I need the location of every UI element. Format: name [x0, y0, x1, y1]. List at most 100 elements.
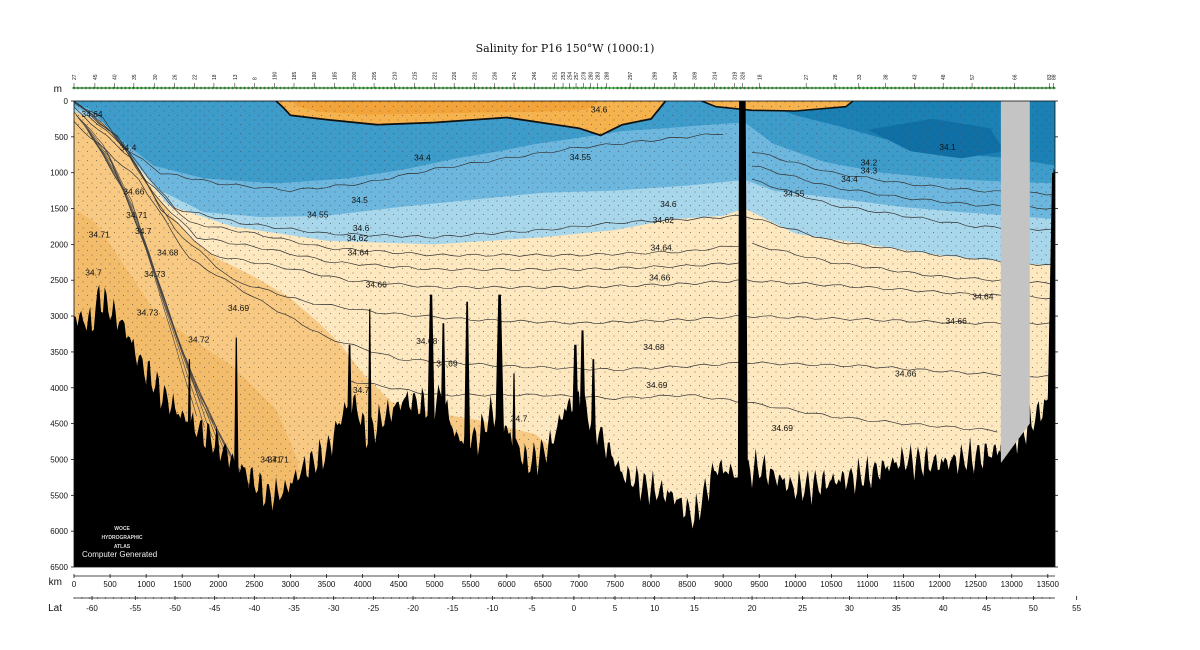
- station-label: 309: [692, 71, 698, 80]
- lat-tick-label: 30: [845, 604, 854, 613]
- station-label: 45: [93, 74, 99, 80]
- lat-tick-label: -5: [528, 604, 536, 613]
- station-label: 236: [493, 71, 499, 80]
- north-wall: [1047, 172, 1055, 567]
- lat-tick-label: -55: [130, 604, 142, 613]
- lat-tick-label: 25: [798, 604, 807, 613]
- contour-surface-lens: [275, 101, 667, 137]
- depth-tick-label: 0: [64, 97, 69, 106]
- lat-tick-label: 35: [892, 604, 901, 613]
- station-label: 283: [596, 71, 602, 80]
- lat-tick-label: 45: [982, 604, 991, 613]
- km-tick-label: 9000: [714, 580, 732, 589]
- station-label: 185: [292, 71, 298, 80]
- station-label: 231: [472, 71, 478, 80]
- station-label: 200: [352, 71, 358, 80]
- station-label: 226: [452, 71, 458, 80]
- contour-label: 34.68: [643, 342, 665, 352]
- station-label: 8: [252, 77, 258, 80]
- contour-label: 34.66: [123, 186, 145, 196]
- station-label: 299: [653, 71, 659, 80]
- km-tick-label: 3000: [281, 580, 299, 589]
- contour-label: 34.4: [120, 143, 137, 153]
- contour-label: 34.69: [646, 380, 668, 390]
- atlas-watermark-line: WOCE: [114, 526, 130, 532]
- contour-label: 34.55: [783, 188, 805, 198]
- km-tick-label: 10000: [784, 580, 807, 589]
- depth-tick-label: 2500: [50, 276, 68, 285]
- seamount-spike: [439, 323, 448, 532]
- station-label: 246: [532, 71, 538, 80]
- station-label: 28: [833, 74, 839, 80]
- contour-label: 34.66: [366, 280, 388, 290]
- contour-label: 34.66: [895, 368, 917, 378]
- seamount-spike: [998, 445, 1004, 532]
- km-tick-label: 12000: [928, 580, 951, 589]
- hawaiian-ridge: [737, 101, 749, 567]
- contour-label: 34.4: [841, 174, 858, 184]
- lat-tick-label: -20: [407, 604, 419, 613]
- contour-label: 34.64: [972, 292, 994, 302]
- contour-label: 34.66: [649, 272, 671, 282]
- km-tick-label: 0: [72, 580, 77, 589]
- contour-label: 34.64: [651, 242, 673, 252]
- station-label: 210: [392, 71, 398, 80]
- seamount-spike: [511, 373, 517, 532]
- lat-tick-label: 40: [939, 604, 948, 613]
- contour-line: [347, 379, 998, 433]
- station-label: 251: [552, 71, 558, 80]
- station-label: 326: [741, 71, 747, 80]
- depth-tick-label: 5000: [50, 455, 68, 464]
- depth-tick-label: 500: [55, 133, 69, 142]
- contour-line: [74, 101, 745, 272]
- lat-tick-label: -50: [169, 604, 181, 613]
- station-label: 13: [233, 74, 239, 80]
- station-label: 253: [561, 71, 567, 80]
- depth-tick-label: 3000: [50, 312, 68, 321]
- lat-tick-label: 15: [690, 604, 699, 613]
- station-label: 190: [273, 71, 279, 80]
- lat-unit-label: Lat: [48, 603, 62, 614]
- contour-label: 34.2: [861, 158, 878, 168]
- station-label: 88: [1052, 74, 1058, 80]
- km-tick-label: 11500: [893, 580, 915, 589]
- station-label: 26: [172, 74, 178, 80]
- contour-label: 34.71: [267, 454, 289, 464]
- contour-label: 34.73: [144, 269, 166, 279]
- station-label: 57: [970, 74, 976, 80]
- depth-tick-label: 2000: [50, 240, 68, 249]
- contour-label: 34.5: [351, 195, 368, 205]
- lat-tick-label: -40: [249, 604, 261, 613]
- km-tick-label: 8000: [642, 580, 660, 589]
- station-label: 35: [132, 74, 138, 80]
- atlas-watermark-line: HYDROGRAPHIC: [101, 535, 143, 541]
- contour-label: 34.69: [436, 358, 458, 368]
- km-tick-label: 6500: [534, 580, 552, 589]
- lat-tick-label: -10: [487, 604, 499, 613]
- lat-tick-label: 10: [650, 604, 659, 613]
- contour-label: 34.7: [85, 267, 102, 277]
- station-label: 66: [1013, 74, 1019, 80]
- km-tick-label: 4000: [354, 580, 372, 589]
- contour-label: 34.55: [570, 152, 592, 162]
- km-tick-label: 3500: [318, 580, 336, 589]
- station-label: 257: [574, 71, 580, 80]
- depth-tick-label: 5500: [50, 491, 68, 500]
- km-tick-label: 10500: [820, 580, 843, 589]
- km-tick-label: 2500: [245, 580, 263, 589]
- station-label: 48: [941, 74, 947, 80]
- station-label: 27: [72, 74, 78, 80]
- station-label: 185: [332, 71, 338, 80]
- seamount-spike: [345, 344, 354, 532]
- depth-tick-label: 4500: [50, 420, 68, 429]
- contour-label: 34.73: [137, 307, 159, 317]
- km-tick-label: 8500: [678, 580, 696, 589]
- km-tick-label: 5000: [426, 580, 444, 589]
- lat-tick-label: 5: [613, 604, 618, 613]
- lat-tick-label: -60: [86, 604, 98, 613]
- station-label: 254: [568, 71, 574, 80]
- contour-label: 34.62: [347, 233, 369, 243]
- seamount-spike: [569, 344, 582, 532]
- contour-label: 34.69: [772, 423, 794, 433]
